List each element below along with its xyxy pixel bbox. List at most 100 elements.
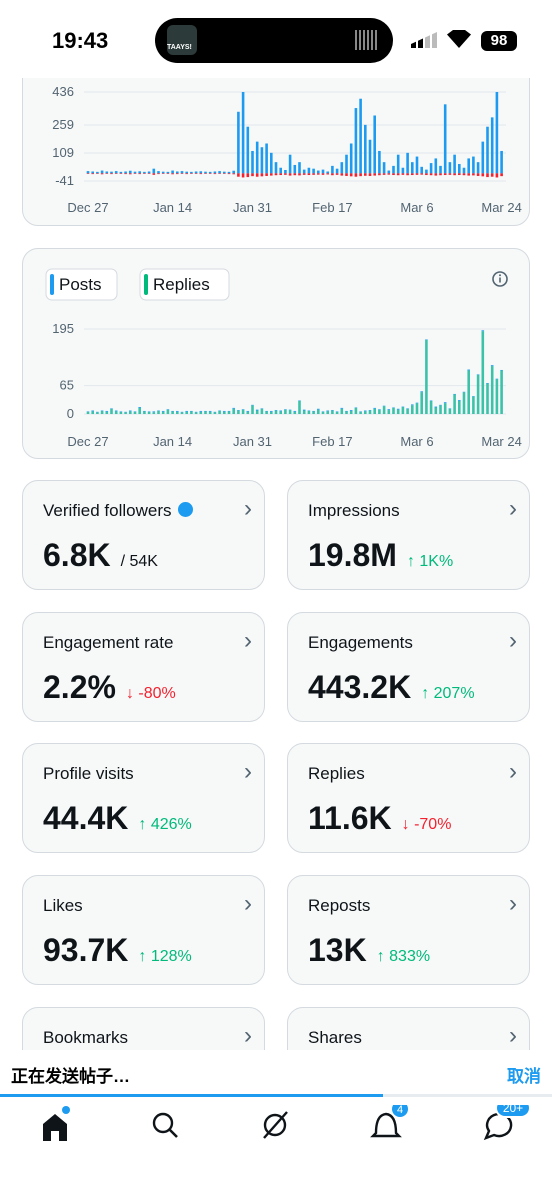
- bar: [176, 410, 179, 412]
- value-change: ↑ 1K%: [406, 553, 454, 570]
- x-tick-label: Dec 27: [67, 200, 108, 215]
- bar: [387, 410, 391, 414]
- bar: [307, 410, 311, 414]
- notif-badge: [392, 1105, 408, 1117]
- bar: [434, 173, 438, 176]
- bar: [453, 173, 456, 176]
- bar: [378, 409, 381, 414]
- bar: [472, 156, 475, 174]
- bar: [133, 411, 137, 414]
- grok-tab[interactable]: [263, 1113, 287, 1137]
- bar: [100, 410, 104, 412]
- progress-fill: [0, 1094, 383, 1097]
- bar: [199, 410, 203, 412]
- bar: [279, 411, 282, 414]
- bar: [279, 167, 282, 174]
- stat-card[interactable]: Engagement rate › 2.2% ↓ -80%: [22, 611, 265, 722]
- bar: [194, 173, 198, 174]
- bar: [486, 173, 489, 178]
- bar: [190, 173, 193, 174]
- bar: [143, 411, 146, 414]
- bar: [500, 370, 503, 414]
- bar: [100, 173, 104, 175]
- value-change: ↑ 207%: [421, 684, 475, 702]
- bar: [279, 410, 282, 412]
- chevron: ›: [509, 1021, 517, 1049]
- bar: [147, 411, 151, 414]
- bar: [429, 400, 433, 414]
- notifications-tab[interactable]: [370, 1112, 402, 1138]
- home-tab[interactable]: [43, 1114, 67, 1141]
- stat-card[interactable]: Replies › 11.6K ↓ -70%: [287, 743, 530, 854]
- bar: [171, 411, 174, 414]
- bar: [429, 173, 433, 176]
- bar: [462, 391, 466, 393]
- bar: [237, 111, 240, 174]
- stat-card[interactable]: Verified followers › 6.8K / 54K: [22, 480, 265, 590]
- bar: [302, 169, 306, 174]
- bar: [208, 410, 212, 412]
- bar: [317, 173, 320, 175]
- bar: [472, 173, 475, 176]
- bar: [288, 409, 292, 411]
- bar: [241, 409, 245, 410]
- bar: [415, 403, 419, 414]
- bar: [420, 173, 423, 175]
- search-tab[interactable]: [152, 1112, 174, 1134]
- bar: [91, 171, 94, 174]
- bar: [180, 171, 184, 174]
- bar: [246, 173, 250, 178]
- card-label: Bookmarks: [43, 1027, 129, 1047]
- bar: [185, 171, 188, 174]
- search-handle: [169, 1129, 178, 1138]
- bar: [251, 405, 254, 414]
- bar: [298, 162, 301, 174]
- stat-card[interactable]: Engagements › 443.2K ↑ 207%: [287, 611, 530, 722]
- bar: [232, 408, 235, 414]
- bar: [176, 171, 179, 174]
- bar: [223, 411, 226, 414]
- bar: [321, 173, 325, 175]
- bar: [274, 162, 278, 174]
- status-bar: 19:43 TAAYS! 98: [0, 0, 552, 78]
- bar: [133, 171, 137, 174]
- bar: [204, 410, 207, 412]
- bar: [340, 173, 344, 176]
- card-label: Verified followers: [43, 501, 193, 521]
- bar: [420, 166, 423, 174]
- bar: [340, 407, 344, 409]
- card-label: Impressions: [308, 501, 400, 520]
- value-text: 19.8M: [308, 537, 397, 573]
- bar: [265, 143, 268, 174]
- value-text: 11.6K: [308, 800, 392, 837]
- bar: [251, 173, 254, 177]
- bar: [439, 173, 442, 176]
- bar: [354, 407, 358, 414]
- bar: [190, 411, 193, 414]
- bar: [161, 171, 165, 174]
- bar: [157, 410, 160, 412]
- bar: [349, 410, 353, 414]
- value-text: 443.2K: [308, 668, 412, 705]
- card-value: 2.2% ↓ -80%: [43, 669, 176, 706]
- bar: [312, 411, 315, 414]
- bar: [114, 410, 118, 412]
- legend-swatch: [50, 274, 54, 295]
- bar: [467, 369, 470, 371]
- value-sub: / 54K: [120, 553, 158, 570]
- bar: [312, 410, 315, 412]
- stat-card[interactable]: Impressions › 19.8M ↑ 1K%: [287, 480, 530, 590]
- bar: [307, 167, 311, 174]
- stat-card[interactable]: Profile visits › 44.4K ↑ 426%: [22, 743, 265, 854]
- stat-card[interactable]: Likes › 93.7K ↑ 128%: [22, 875, 265, 986]
- bar: [467, 370, 470, 414]
- bar: [246, 411, 250, 414]
- bar: [345, 411, 348, 414]
- bar: [91, 411, 94, 414]
- cancel-button[interactable]: 取消: [507, 1067, 541, 1086]
- bar: [293, 173, 297, 176]
- info-icon[interactable]: [492, 271, 508, 287]
- stat-card[interactable]: Reposts › 13K ↑ 833%: [287, 875, 530, 986]
- bar: [157, 171, 160, 174]
- bar: [119, 411, 123, 414]
